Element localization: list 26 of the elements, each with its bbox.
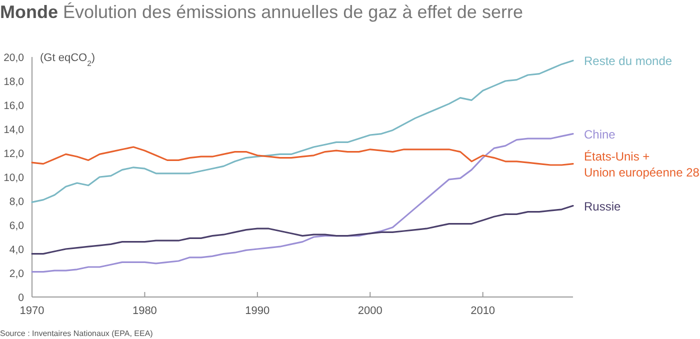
source-note: Source : Inventaires Nationaux (EPA, EEA) xyxy=(0,329,154,338)
series-label: Reste du monde xyxy=(584,54,672,68)
series-label: Chine xyxy=(584,127,616,142)
y-tick-label: 6,0 xyxy=(9,220,24,232)
series-label: Russie xyxy=(584,199,622,214)
x-tick-label: 2000 xyxy=(358,305,382,317)
line-series xyxy=(31,133,574,273)
x-tick-label: 1990 xyxy=(245,305,270,317)
series-label: États-Unis + Union européenne 28 xyxy=(584,149,700,180)
y-tick-label: 4,0 xyxy=(9,244,24,256)
y-tick-label: 16,0 xyxy=(4,100,24,112)
chart-title: Monde Évolution des émissions annuelles de gaz à effet de serre xyxy=(0,2,523,22)
x-tick-label: 1980 xyxy=(132,305,157,317)
y-tick-label: 2,0 xyxy=(9,268,24,280)
y-tick-label: 14,0 xyxy=(4,124,24,136)
y-tick-label: 20,0 xyxy=(4,52,24,64)
x-tick-label: 2010 xyxy=(470,305,496,317)
y-tick-label: 8,0 xyxy=(9,196,24,208)
line-series xyxy=(31,146,574,166)
line-series xyxy=(31,205,574,255)
x-tick-label: 1970 xyxy=(20,305,44,317)
y-tick-label: 10,0 xyxy=(4,172,24,184)
y-tick-label: 0 xyxy=(18,292,24,304)
y-axis-title: (Gt eqCO$_{2}$) xyxy=(40,52,96,68)
y-tick-label: 18,0 xyxy=(4,76,24,88)
y-tick-label: 12,0 xyxy=(4,148,24,160)
